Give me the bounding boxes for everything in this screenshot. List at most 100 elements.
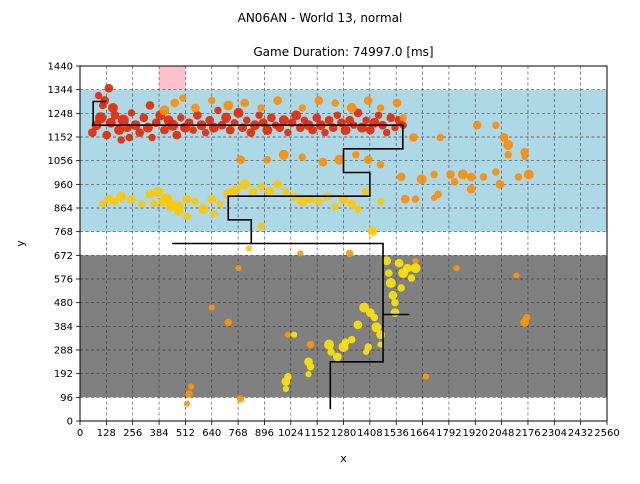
x-tick-label: 2304 [542,428,567,439]
data-point [504,151,512,159]
x-tick-label: 1280 [331,428,356,439]
data-point [436,133,444,142]
data-point [369,117,380,128]
data-point [385,269,393,277]
data-point [383,128,391,137]
data-point [205,115,215,125]
y-tick-label: 480 [54,298,73,309]
data-point [208,96,216,105]
x-tick-label: 1920 [463,428,488,439]
data-point [227,187,237,197]
data-point [207,194,217,204]
data-point [257,183,265,191]
data-point [422,373,429,380]
data-point [409,133,418,142]
scatter-points [88,83,534,407]
data-point [394,258,404,268]
data-point [365,125,375,135]
data-point [221,112,232,123]
data-point [521,154,528,161]
x-tick-label: 896 [255,428,274,439]
y-axis-label: y [14,240,27,247]
data-point [492,121,500,129]
y-tick-label: 0 [67,417,73,428]
data-point [341,338,350,346]
data-point [352,151,360,159]
data-point [225,125,235,135]
data-point [327,348,335,356]
data-point [273,96,282,105]
data-point [88,128,97,137]
data-point [198,204,209,214]
x-tick-label: 2432 [568,428,593,439]
data-point [284,331,292,338]
data-point [377,341,384,348]
data-point [257,104,265,112]
x-tick-label: 768 [229,428,248,439]
data-point [102,130,112,140]
data-point [472,120,482,130]
data-point [354,205,362,213]
data-point [182,194,192,204]
data-point [135,128,145,137]
data-point [262,125,273,136]
data-point [348,335,356,344]
movement-path [92,100,410,410]
data-point [158,197,167,206]
y-tick-label: 192 [54,369,73,380]
x-tick-label: 1792 [436,428,461,439]
data-point [236,395,245,403]
x-tick-label: 1024 [278,428,303,439]
data-point [117,136,125,144]
data-point [298,104,307,112]
data-point [363,96,373,105]
data-point [412,257,419,264]
data-point [400,194,410,204]
data-point [361,187,371,197]
data-point [430,170,438,179]
data-point [240,98,250,108]
data-point [160,125,169,135]
figure-suptitle: AN06AN - World 13, normal [238,11,403,25]
data-point [479,173,488,181]
data-point [107,102,118,113]
x-tick-label: 384 [150,428,169,439]
data-point [127,194,136,204]
data-point [142,122,153,133]
data-point [284,372,292,381]
data-point [522,313,531,322]
data-point [170,98,180,108]
data-point [306,340,315,349]
x-tick-label: 2560 [594,428,619,439]
data-point [466,172,476,182]
data-point [298,153,307,161]
data-point [159,105,170,116]
data-point [385,277,396,288]
data-point [371,322,382,333]
data-point [278,115,289,126]
data-point [282,188,290,196]
data-point [245,245,252,252]
data-point [363,348,370,356]
data-point [324,339,335,350]
data-point [407,274,416,282]
data-point [340,125,351,136]
y-tick-label: 1248 [48,109,73,120]
data-point [188,383,195,390]
data-point [191,197,200,206]
data-point [104,194,114,204]
data-point [208,304,215,311]
x-tick-label: 1536 [383,428,408,439]
x-tick-label: 640 [202,428,221,439]
data-point [334,154,345,165]
y-tick-label: 1440 [48,62,73,73]
data-point [382,256,392,266]
data-point [466,184,476,194]
data-point [514,173,523,181]
data-point [399,114,407,122]
data-point [391,298,399,307]
data-point [333,111,342,120]
data-point [297,250,304,257]
x-tick-label: 1152 [304,428,329,439]
x-tick-label: 128 [97,428,116,439]
